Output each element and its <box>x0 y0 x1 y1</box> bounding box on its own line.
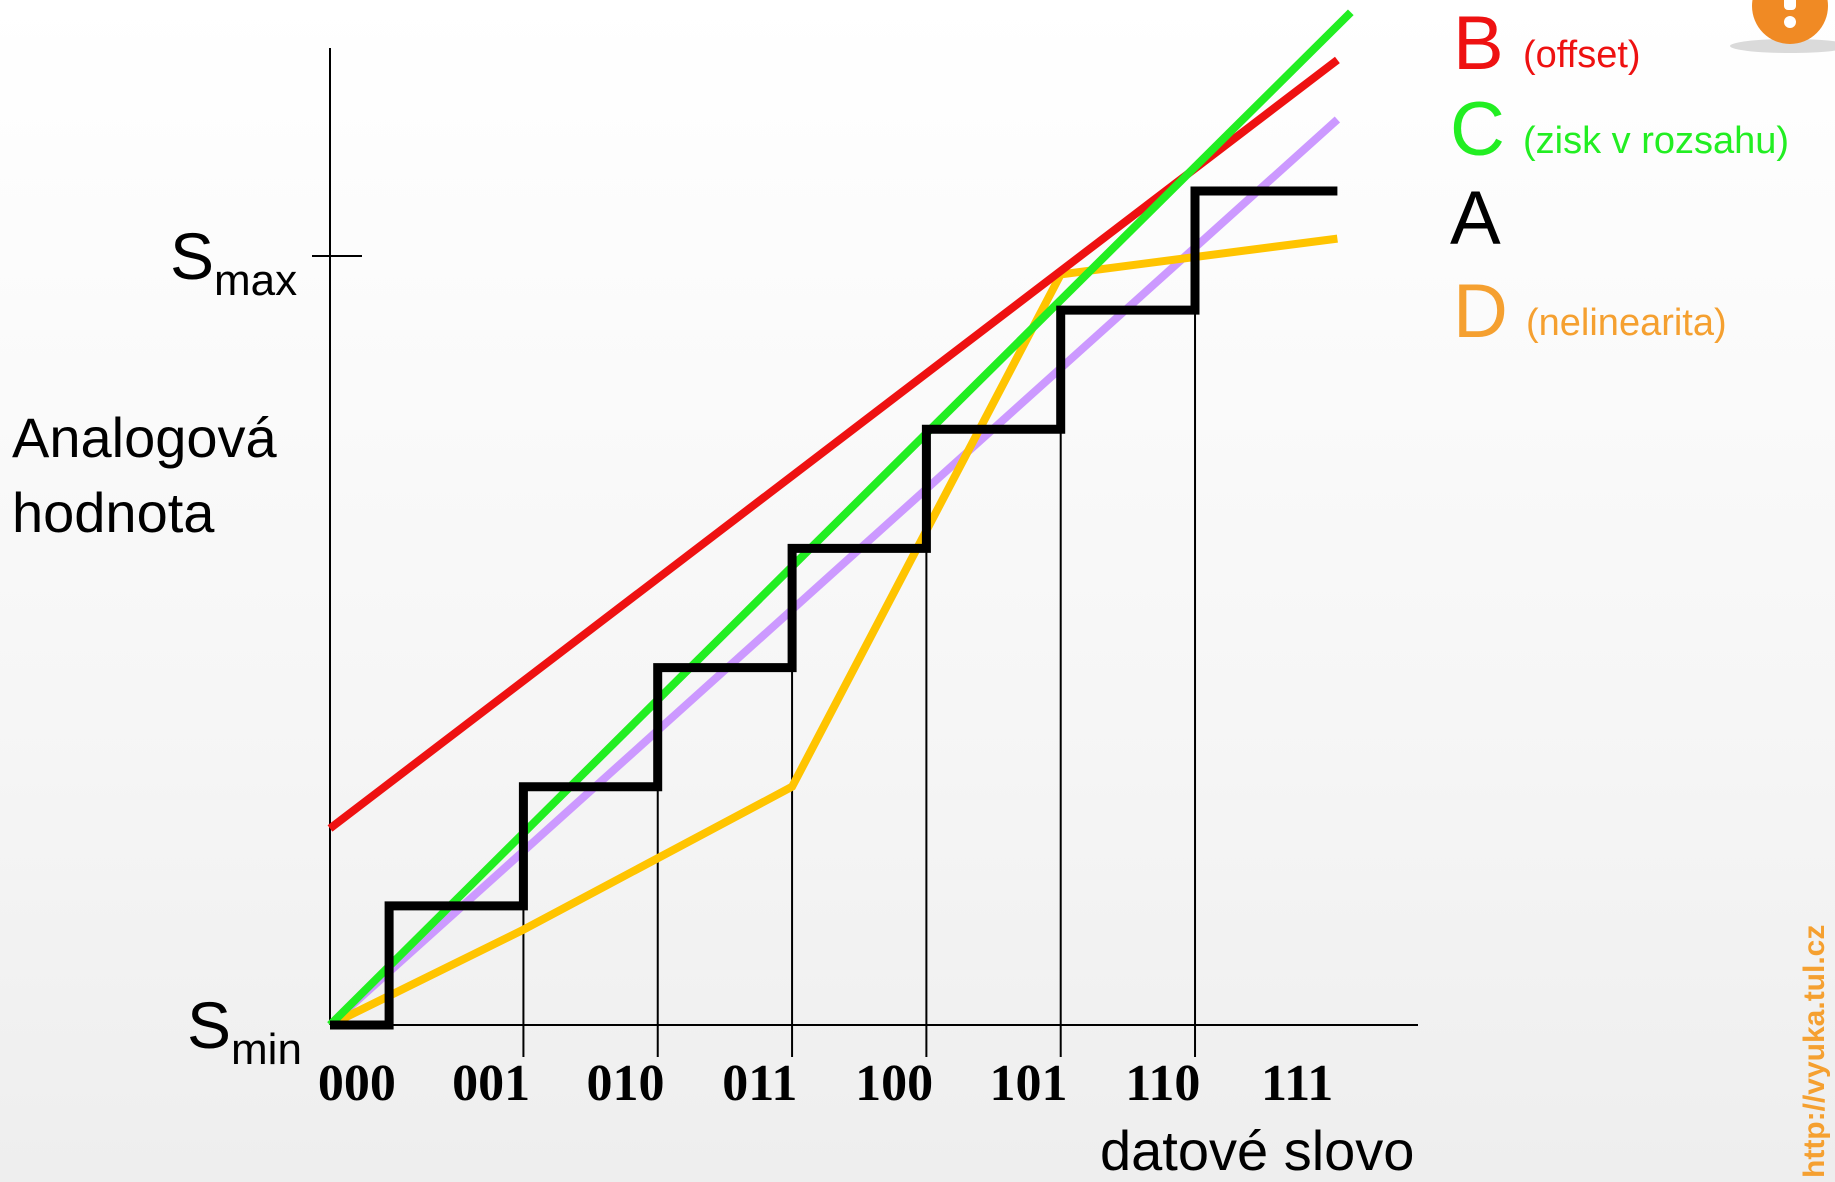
x-tick-label: 101 <box>989 1055 1067 1112</box>
x-tick-label: 011 <box>722 1055 797 1112</box>
series-layer <box>327 9 1354 1030</box>
x-tick-label: 110 <box>1125 1055 1200 1112</box>
series-line-ideal <box>327 116 1341 1028</box>
legend-label-d: D <box>1453 269 1508 354</box>
y-tick-smin: Smin <box>187 988 302 1074</box>
plot-grid <box>522 298 1197 1057</box>
legend-label-a: A <box>1450 176 1501 261</box>
legend-desc-b: (offset) <box>1523 34 1641 76</box>
series-line-c <box>327 9 1354 1028</box>
legend-desc-d: (nelinearita) <box>1526 302 1727 344</box>
axes <box>312 48 1418 1026</box>
legend-desc-c: (zisk v rozsahu) <box>1523 120 1789 162</box>
x-tick-label: 000 <box>318 1055 396 1112</box>
x-tick-label: 001 <box>452 1055 530 1112</box>
warning-icon <box>1730 0 1835 53</box>
y-axis-label-line-2: hodnota <box>12 481 215 544</box>
y-tick-smax: Smax <box>170 219 297 305</box>
x-tick-labels: 000 001 010 011 100 101 110 111 <box>318 1055 1333 1112</box>
y-axis-label-line-1: Analogová <box>12 406 278 469</box>
legend-label-c: C <box>1450 87 1505 172</box>
x-tick-label: 010 <box>587 1055 665 1112</box>
x-tick-label: 111 <box>1261 1055 1333 1112</box>
legend: B (offset) C (zisk v rozsahu) A D (nelin… <box>1450 1 1789 354</box>
series-line-d <box>328 234 1338 1029</box>
series-line-a <box>330 186 1338 1030</box>
x-tick-label: 100 <box>855 1055 933 1112</box>
watermark-url: http://vyuka.tul.cz <box>1798 925 1831 1178</box>
x-axis-label: datové slovo <box>1100 1119 1414 1182</box>
legend-label-b: B <box>1453 1 1504 86</box>
